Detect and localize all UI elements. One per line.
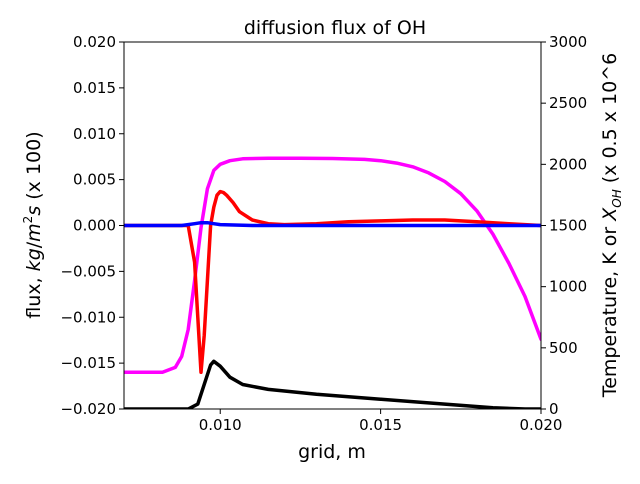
y2-tick-label: 2000 — [549, 155, 587, 173]
y-tick-label: 0.010 — [73, 125, 116, 143]
x-tick-label: 0.015 — [359, 416, 402, 434]
y-tick-label: −0.005 — [60, 262, 116, 280]
series-line-4 — [124, 359, 541, 409]
y-tick-label: −0.010 — [60, 308, 116, 326]
series-line-2 — [124, 189, 541, 375]
y2-tick-label: 500 — [549, 339, 578, 357]
series-line-3 — [124, 220, 541, 228]
ticks-layer: 0.010 0.015 0.020 0.020 0.015 0.010 0.005 0.000… — [60, 33, 587, 434]
y2-tick-label: 2500 — [549, 94, 587, 112]
x-axis-title: grid, m — [298, 441, 366, 463]
series-line-1 — [124, 156, 541, 375]
y2-tick-label: 0 — [549, 400, 559, 418]
x-tick-label: 0.020 — [520, 416, 563, 434]
y-axis-title: flux, kg/m2s (x 100) — [21, 131, 45, 318]
y2-tick-label: 1500 — [549, 217, 587, 235]
y-tick-label: 0.015 — [73, 79, 116, 97]
y-tick-label: −0.015 — [60, 354, 116, 372]
chart-title: diffusion flux of OH — [244, 17, 426, 39]
y-tick-label: 0.005 — [73, 171, 116, 189]
x-tick-label: 0.010 — [199, 416, 242, 434]
y-tick-label: 0.000 — [73, 217, 116, 235]
series-layer — [124, 156, 541, 409]
y2-axis-title: Temperature, K or XOH (x 0.5 x 10^6 — [599, 53, 624, 398]
y2-tick-label: 1000 — [549, 278, 587, 296]
y-tick-label: −0.020 — [60, 400, 116, 418]
y-tick-label: 0.020 — [73, 33, 116, 51]
y2-tick-label: 3000 — [549, 33, 587, 51]
